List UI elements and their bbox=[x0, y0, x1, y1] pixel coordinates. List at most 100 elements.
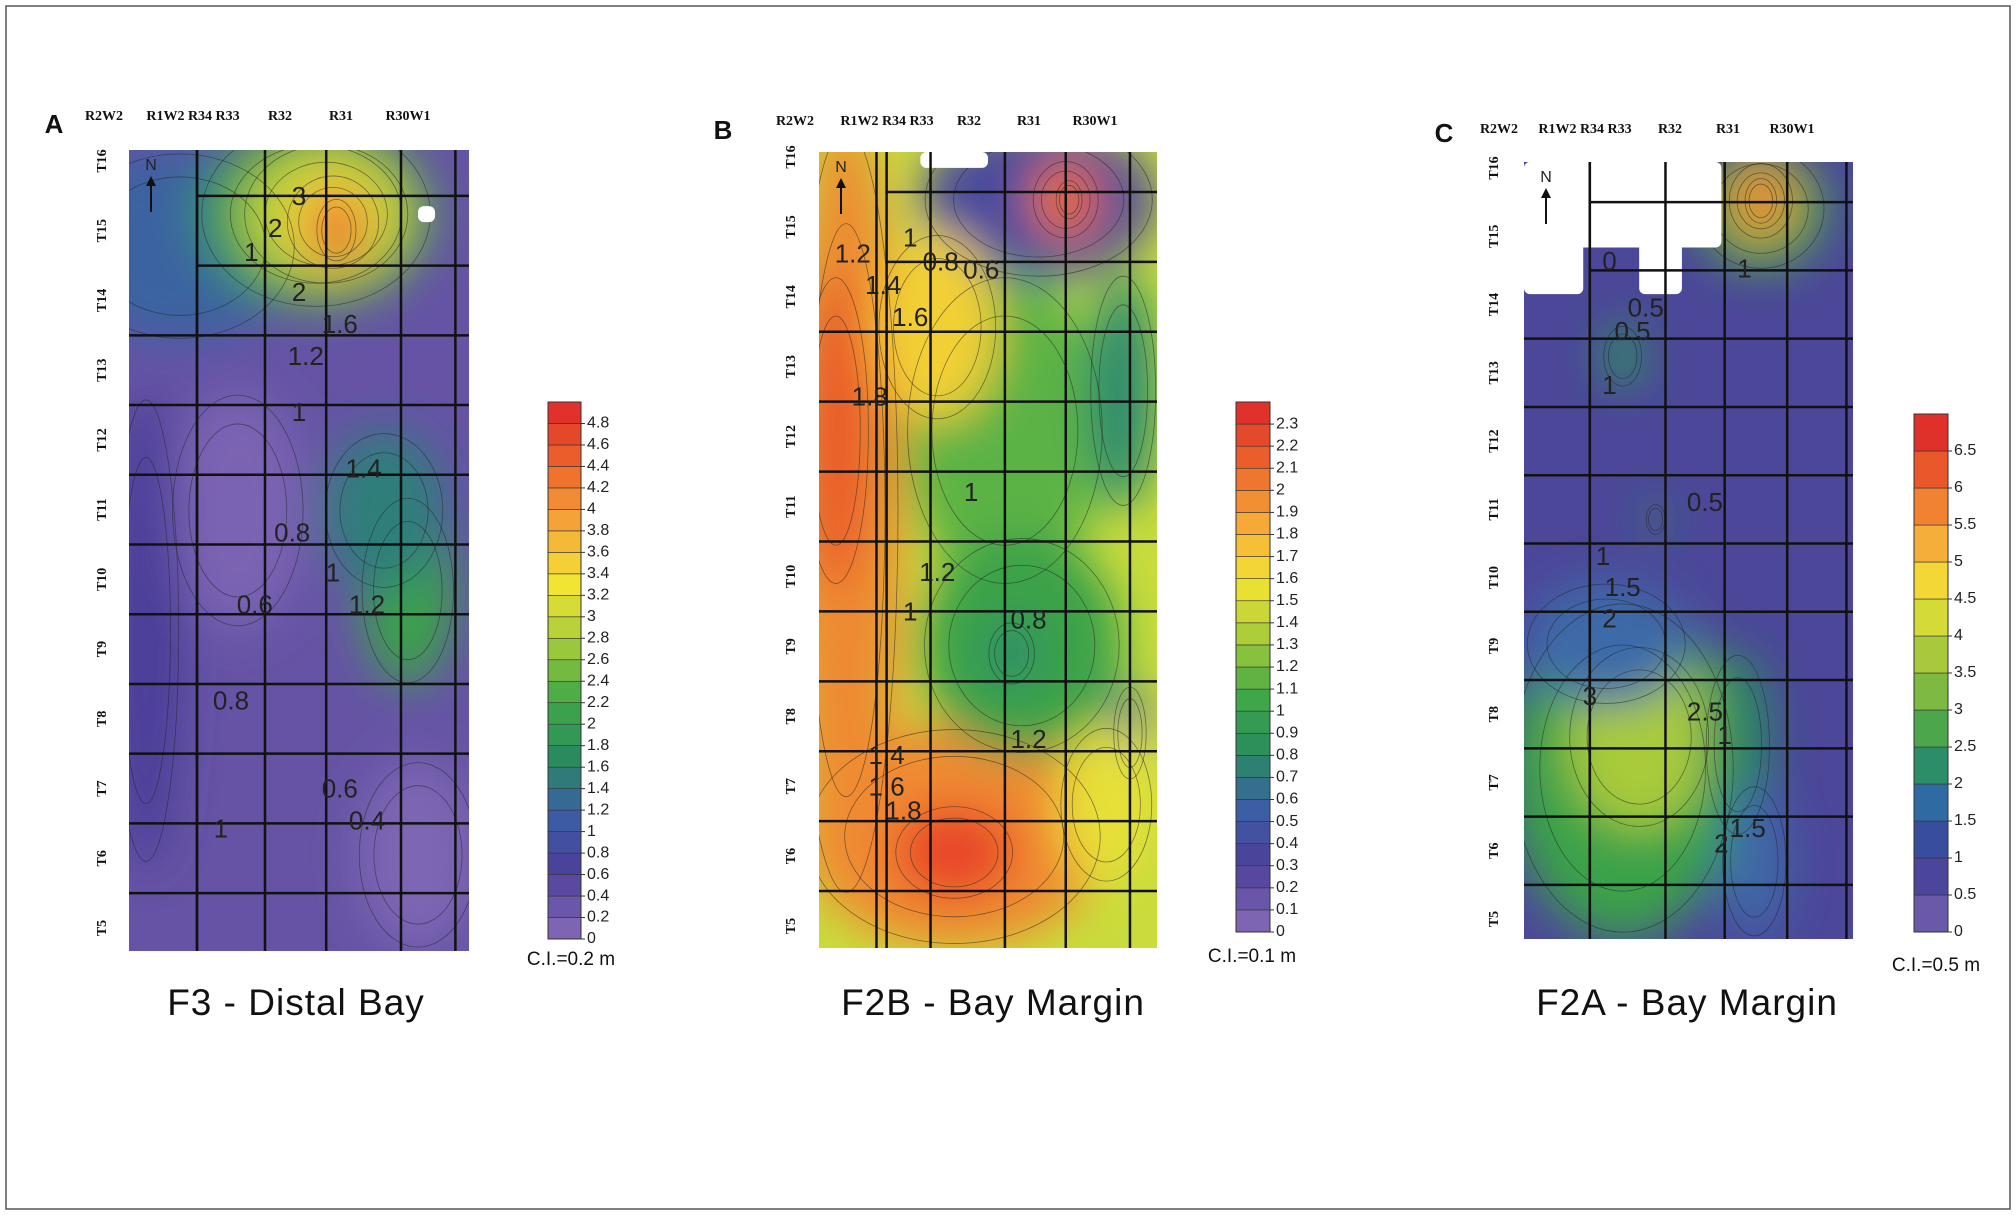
colorbar-tick-label: 0 bbox=[1954, 923, 1963, 940]
range-label: R1W2 R34 R33 bbox=[146, 109, 239, 124]
contour-line bbox=[172, 394, 304, 627]
colorbar-tick-label: 0.2 bbox=[587, 909, 609, 926]
colorbar-tick-label: 0.9 bbox=[1276, 724, 1298, 741]
colorbar-tick-label: 2.1 bbox=[1276, 459, 1298, 476]
panel-caption: F2A - Bay Margin bbox=[1536, 982, 1838, 1023]
contour-line bbox=[373, 520, 443, 661]
no-data bbox=[418, 206, 435, 223]
colorbar-swatch bbox=[1235, 710, 1271, 734]
colorbar-swatch bbox=[1235, 534, 1271, 557]
contour-line bbox=[893, 257, 982, 397]
colorbar-tick-label: 2.5 bbox=[1954, 738, 1976, 755]
colorbar-swatch bbox=[1235, 401, 1271, 425]
contour-line bbox=[948, 564, 1096, 727]
colorbar-swatch bbox=[1235, 865, 1271, 889]
colorbar-tick-label: 4 bbox=[1954, 627, 1963, 644]
contour-line bbox=[878, 235, 997, 420]
colorbar-swatch bbox=[547, 487, 582, 510]
contour-label: 1.6 bbox=[869, 772, 905, 802]
colorbar-swatch bbox=[1913, 672, 1949, 711]
contour-label: 0.6 bbox=[237, 589, 273, 619]
thickness-zone bbox=[819, 271, 870, 590]
range-label: R32 bbox=[268, 109, 292, 124]
contour-line bbox=[1524, 603, 1734, 933]
colorbar-swatch bbox=[547, 809, 582, 832]
panel: B R2W2 R1W2 R34 R33 R32 R31 R30W1 T16 T15 T14 T13… bbox=[714, 114, 1299, 1023]
colorbar-swatch bbox=[547, 552, 582, 575]
thickness-zone bbox=[129, 390, 180, 871]
colorbar-tick-label: 0.4 bbox=[1276, 835, 1298, 852]
township-label: T14 bbox=[784, 285, 799, 308]
contour-line bbox=[1730, 804, 1779, 918]
contour-line bbox=[1608, 333, 1638, 380]
contour-label: 3 bbox=[292, 181, 306, 211]
colorbar-tick-label: 0 bbox=[587, 930, 596, 947]
colorbar-swatch bbox=[1913, 820, 1949, 859]
colorbar-tick-label: 5.5 bbox=[1954, 516, 1976, 533]
contour-label: 1 bbox=[1737, 254, 1751, 284]
township-label: T13 bbox=[95, 359, 110, 382]
range-label: R2W2 bbox=[776, 114, 814, 129]
colorbar-tick-label: 1.6 bbox=[1276, 570, 1298, 587]
north-label: N bbox=[1540, 169, 1552, 186]
colorbar-swatch bbox=[547, 637, 582, 661]
colorbar-tick-label: 1.6 bbox=[587, 758, 609, 775]
colorbar-tick-label: 2 bbox=[1954, 775, 1963, 792]
township-label: T11 bbox=[95, 498, 110, 521]
thickness-zone bbox=[893, 804, 1016, 901]
contour-line bbox=[1713, 677, 1762, 813]
contour-label: 1.4 bbox=[346, 453, 382, 483]
contour-line bbox=[321, 206, 352, 254]
colorbar-tick-label: 2.8 bbox=[587, 629, 609, 646]
contour-label: 1.2 bbox=[288, 341, 324, 371]
contour-line bbox=[953, 152, 1125, 258]
contour-label: 1.8 bbox=[852, 382, 888, 412]
contour-label: 2 bbox=[268, 213, 282, 243]
township-label: T14 bbox=[95, 289, 110, 312]
north-arrow-head bbox=[836, 178, 846, 188]
contour-line bbox=[1539, 644, 1707, 892]
colorbar-tick-label: 0.5 bbox=[1954, 886, 1976, 903]
thickness-zone bbox=[322, 430, 446, 591]
contour-line bbox=[339, 452, 429, 569]
colorbar-swatch bbox=[1913, 413, 1949, 452]
township-label: T15 bbox=[784, 215, 799, 238]
colorbar-tick-label: 0.5 bbox=[1276, 813, 1298, 830]
colorbar-tick-label: 2.6 bbox=[587, 651, 609, 668]
thickness-zone bbox=[1721, 783, 1788, 939]
panel-letter: B bbox=[714, 115, 733, 145]
colorbar-swatch bbox=[1235, 843, 1271, 867]
colorbar-tick-label: 1.2 bbox=[587, 801, 609, 818]
contour-line bbox=[129, 399, 180, 862]
colorbar-swatch bbox=[547, 680, 582, 704]
colorbar-tick-label: 1.5 bbox=[1276, 592, 1298, 609]
colorbar-swatch bbox=[1235, 445, 1271, 469]
colorbar-tick-label: 0.4 bbox=[587, 887, 609, 904]
colorbar-swatch bbox=[547, 702, 582, 725]
colorbar-tick-label: 0.8 bbox=[1276, 747, 1298, 764]
colorbar-swatch bbox=[547, 401, 582, 424]
colorbar-tick-label: 1 bbox=[587, 823, 596, 840]
map bbox=[129, 150, 469, 951]
colorbar-tick-label: 1.8 bbox=[1276, 526, 1298, 543]
contour-label: 1.4 bbox=[869, 740, 905, 770]
range-label: R2W2 bbox=[85, 109, 123, 124]
township-label: T7 bbox=[784, 778, 799, 794]
colorbar-frame bbox=[547, 401, 582, 940]
colorbar-tick-label: 1.3 bbox=[1276, 636, 1298, 653]
contour-label: 0.8 bbox=[213, 686, 249, 716]
township-label: T9 bbox=[95, 641, 110, 657]
range-label: R31 bbox=[1716, 122, 1740, 137]
township-label: T8 bbox=[1487, 706, 1502, 722]
township-label: T5 bbox=[95, 920, 110, 936]
contour-label: 2.5 bbox=[1687, 697, 1723, 727]
township-label: T9 bbox=[784, 638, 799, 654]
contour-line bbox=[1098, 304, 1148, 478]
colorbar-tick-label: 3.8 bbox=[587, 522, 609, 539]
township-label: T5 bbox=[784, 918, 799, 934]
north-arrow-head bbox=[1541, 188, 1551, 198]
contour-line bbox=[1058, 185, 1080, 215]
township-label: T5 bbox=[1487, 911, 1502, 927]
colorbar-tick-label: 6.5 bbox=[1954, 442, 1976, 459]
